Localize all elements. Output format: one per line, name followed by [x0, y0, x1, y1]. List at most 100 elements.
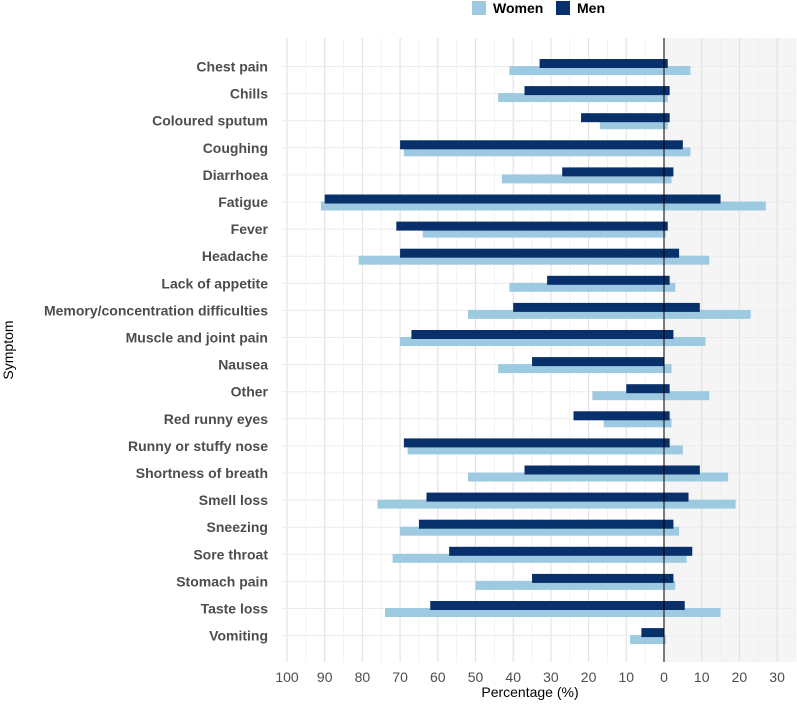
category-label: Muscle and joint pain — [126, 330, 268, 346]
bar-women-negative — [498, 364, 664, 374]
x-tick-label: 50 — [468, 669, 484, 685]
category-label: Fatigue — [218, 194, 268, 210]
bar-women-positive — [664, 608, 721, 617]
category-label: Stomach pain — [176, 573, 268, 589]
x-tick-label: 30 — [769, 669, 785, 685]
x-tick-label: 10 — [619, 669, 635, 685]
x-tick-label: 80 — [355, 669, 371, 685]
bar-women-negative — [320, 201, 664, 211]
category-label: Chills — [230, 86, 268, 102]
bar-men-negative — [539, 59, 664, 68]
bar-women-negative — [603, 418, 664, 428]
x-axis-title: Percentage (%) — [481, 684, 578, 700]
bar-men-positive — [664, 573, 674, 583]
category-label: Diarrhoea — [203, 167, 269, 183]
bar-women-negative — [467, 309, 664, 319]
bar-men-negative — [562, 167, 664, 177]
bar-women-negative — [498, 93, 664, 103]
bar-men-positive — [664, 113, 670, 123]
x-tick-label: 20 — [732, 669, 748, 685]
x-tick-label: 20 — [581, 669, 597, 685]
category-label: Taste loss — [201, 601, 269, 617]
bar-women-positive — [664, 580, 676, 590]
bar-women-positive — [664, 472, 729, 482]
bar-women-positive — [664, 120, 668, 130]
bar-men-negative — [524, 465, 664, 475]
x-tick-label: 10 — [694, 669, 710, 685]
legend: Women Men — [472, 0, 605, 16]
bar-women-positive — [664, 418, 672, 428]
bar-women-positive — [664, 255, 710, 265]
category-label: Sore throat — [193, 546, 268, 562]
bar-men-negative — [324, 194, 664, 204]
bar-men-negative — [532, 357, 664, 367]
legend-swatch-women — [472, 1, 486, 15]
bar-men-negative — [524, 86, 664, 96]
bar-men-positive — [664, 248, 680, 258]
bar-men-negative — [430, 601, 664, 610]
bar-women-positive — [664, 391, 710, 401]
bar-women-positive — [664, 553, 687, 563]
bar-women-positive — [664, 147, 691, 157]
bar-women-positive — [664, 201, 766, 211]
category-label: Shortness of breath — [136, 465, 268, 481]
bar-men-positive — [664, 519, 674, 529]
bar-men-negative — [449, 546, 664, 556]
bar-men-negative — [513, 302, 664, 312]
bar-women-positive — [664, 174, 672, 184]
bar-women-negative — [392, 553, 664, 563]
bar-women-negative — [501, 174, 664, 184]
bar-women-positive — [664, 228, 666, 238]
bar-women-negative — [358, 255, 664, 265]
category-label: Headache — [202, 248, 268, 264]
category-label: Vomiting — [209, 628, 268, 644]
category-label: Red runny eyes — [164, 411, 268, 427]
bar-men-positive — [664, 330, 674, 339]
bar-women-negative — [509, 66, 664, 75]
x-tick-label: 0 — [660, 669, 668, 685]
bar-women-negative — [400, 337, 664, 346]
x-tick-label: 60 — [430, 669, 446, 685]
bar-men-positive — [664, 411, 670, 421]
bar-men-positive — [664, 384, 670, 394]
y-axis-title: Symptom — [0, 320, 16, 379]
bar-men-positive — [664, 465, 700, 475]
category-label: Coughing — [203, 140, 268, 156]
bar-men-negative — [581, 113, 664, 123]
bar-men-positive — [664, 221, 668, 231]
bar-women-negative — [599, 120, 664, 130]
bar-women-negative — [509, 282, 664, 292]
bar-men-negative — [418, 519, 664, 529]
bar-women-positive — [664, 66, 691, 75]
bar-men-negative — [532, 573, 664, 583]
bar-men-positive — [664, 167, 674, 177]
bar-women-negative — [377, 499, 664, 509]
category-label: Lack of appetite — [161, 275, 268, 291]
bar-women-positive — [664, 445, 683, 455]
bar-women-positive — [664, 635, 666, 645]
x-tick-label: 30 — [543, 669, 559, 685]
bar-men-negative — [426, 492, 664, 502]
bar-women-negative — [403, 147, 664, 157]
bar-men-negative — [573, 411, 664, 421]
category-label: Other — [231, 384, 269, 400]
bar-women-positive — [664, 364, 672, 374]
bar-women-positive — [664, 337, 706, 346]
bar-women-negative — [467, 472, 664, 482]
bar-men-negative — [396, 221, 664, 231]
bar-men-negative — [626, 384, 664, 394]
bar-women-positive — [664, 526, 680, 536]
bar-men-positive — [664, 492, 689, 502]
bar-men-negative — [411, 330, 664, 339]
x-tick-label: 70 — [392, 669, 408, 685]
legend-label-women: Women — [493, 0, 543, 16]
category-label: Chest pain — [196, 59, 268, 75]
bars — [320, 59, 766, 645]
bar-men-positive — [664, 546, 693, 556]
category-label: Fever — [231, 221, 269, 237]
category-label: Nausea — [218, 357, 268, 373]
bar-men-negative — [547, 275, 664, 285]
category-label: Smell loss — [199, 492, 268, 508]
bar-men-negative — [400, 140, 664, 150]
